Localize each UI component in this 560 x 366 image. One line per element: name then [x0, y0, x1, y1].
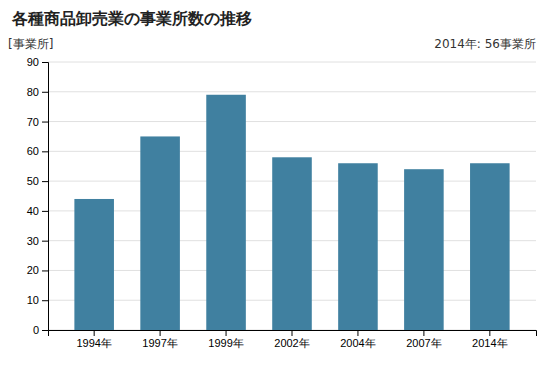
x-tick-mark [423, 330, 424, 336]
y-axis-title: [事業所] [8, 37, 53, 51]
x-tick: 2004年 [340, 330, 375, 349]
y-axis: 0 10 20 30 40 50 60 70 80 90 [27, 56, 49, 336]
y-tick-label: 90 [27, 56, 39, 68]
y-tick: 90 [27, 56, 48, 68]
x-tick-label: 2004年 [340, 337, 375, 349]
y-tick: 40 [27, 205, 48, 217]
y-tick-label: 30 [27, 235, 39, 247]
y-tick: 30 [27, 235, 48, 247]
x-tick-mark [94, 330, 95, 336]
chart: 各種商品卸売業の事業所数の推移01020304050607080901994年1… [0, 0, 560, 366]
x-axis-line [49, 331, 537, 337]
y-tick: 70 [27, 116, 48, 128]
x-tick-label: 2007年 [406, 337, 441, 349]
grid-line [48, 91, 536, 92]
x-tick: 2002年 [274, 330, 309, 349]
bar [470, 163, 510, 330]
bar [272, 157, 312, 330]
y-tick-label: 0 [33, 324, 39, 336]
y-tick-label: 40 [27, 205, 39, 217]
y-tick-label: 20 [27, 264, 39, 276]
x-tick-mark [489, 330, 490, 336]
y-tick-mark [42, 211, 48, 212]
y-tick-label: 60 [27, 145, 39, 157]
y-tick-mark [42, 241, 48, 242]
grid-line [48, 151, 536, 152]
x-tick: 2007年 [406, 330, 441, 349]
y-tick-mark [42, 181, 48, 182]
y-tick-label: 50 [27, 175, 39, 187]
y-tick-label: 10 [27, 294, 39, 306]
x-tick-label: 2014年 [472, 337, 507, 349]
y-tick: 0 [33, 324, 48, 336]
x-tick: 1999年 [208, 330, 243, 349]
x-tick-label: 2002年 [274, 337, 309, 349]
x-tick: 1997年 [142, 330, 177, 349]
x-tick-mark [160, 330, 161, 336]
y-tick-mark [42, 122, 48, 123]
y-tick: 80 [27, 86, 48, 98]
y-tick-mark [42, 62, 48, 63]
x-axis: 1994年 1997年 1999年 2002年 2004年 2007年 2014年 [49, 330, 537, 349]
x-tick-mark [226, 330, 227, 336]
grid-line [48, 62, 536, 63]
bars [74, 95, 509, 330]
y-tick: 50 [27, 175, 48, 187]
y-tick-mark [42, 270, 48, 271]
y-tick-mark [42, 151, 48, 152]
x-tick: 2014年 [472, 330, 507, 349]
grid [48, 62, 536, 330]
y-axis-line [42, 63, 49, 331]
annotation: 2014年: 56事業所 [434, 37, 536, 51]
bar [140, 136, 180, 330]
x-tick-label: 1994年 [76, 337, 111, 349]
bar [206, 95, 246, 330]
grid-line [48, 121, 536, 122]
x-tick-mark [357, 330, 358, 336]
y-tick-mark [42, 300, 48, 301]
bar [74, 199, 114, 330]
y-tick-mark [42, 330, 48, 331]
y-tick: 10 [27, 294, 48, 306]
x-tick-label: 1997年 [142, 337, 177, 349]
bar [338, 163, 378, 330]
y-tick: 20 [27, 264, 48, 276]
title: 各種商品卸売業の事業所数の推移 [11, 9, 252, 28]
x-tick-label: 1999年 [208, 337, 243, 349]
y-tick-mark [42, 92, 48, 93]
bar [404, 169, 444, 330]
y-tick: 60 [27, 145, 48, 157]
x-tick: 1994年 [76, 330, 111, 349]
x-tick-mark [292, 330, 293, 336]
y-tick-label: 80 [27, 86, 39, 98]
plot: 0 10 20 30 40 50 60 70 80 90 1994年 1997年 1999年 2002年 2… [27, 56, 537, 349]
y-tick-label: 70 [27, 116, 39, 128]
